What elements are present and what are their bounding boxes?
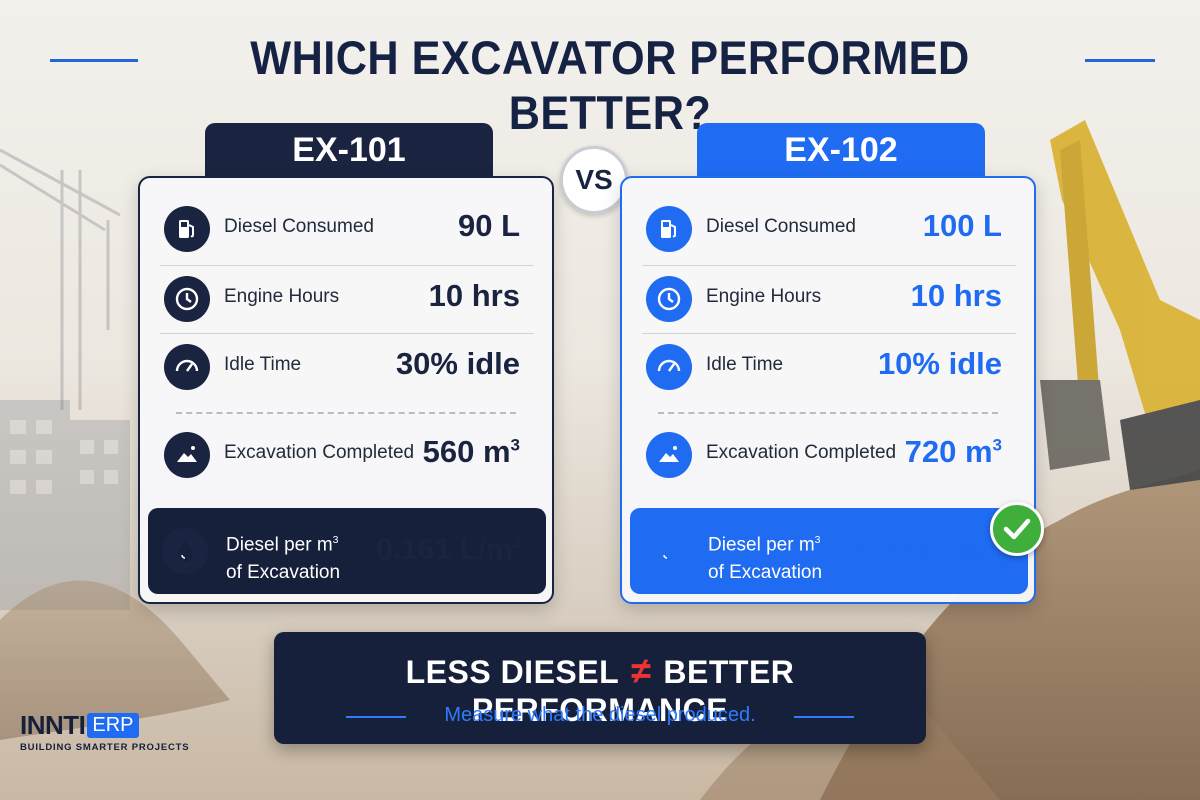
metric-label: Excavation Completed [706,442,897,463]
metric-value: 100 L [922,208,1002,243]
drop-icon [162,528,208,574]
metric-value: 30% idle [395,346,520,381]
logo-mark: INNTI [20,710,86,740]
fuel-pump-icon [164,206,210,252]
result-value: 0.139 L/m3 [858,533,1004,566]
title-rule-right [1085,59,1155,62]
metric-value: 90 L [457,208,520,243]
metric-label: Idle Time [706,354,784,375]
page-title: WHICH EXCAVATOR PERFORMED BETTER? [250,31,970,139]
clock-icon [164,276,210,322]
divider [642,265,1016,266]
machine-card-ex-101: Diesel Consumed 90 L Engine Hours 10 hrs… [138,176,554,604]
metric-value: 10 hrs [428,278,520,313]
metric-label: Engine Hours [706,286,822,307]
not-equal-icon: ≠ [631,650,652,691]
title-rule-left [50,59,138,62]
metric-value: 10% idle [877,346,1002,381]
metric-label: Diesel Consumed [224,216,374,237]
logo-badge: ERP [87,713,139,738]
logo-tagline: BUILDING SMARTER PROJECTS [20,742,190,753]
metric-engine-hours: Engine Hours 10 hrs [160,266,534,330]
result-label: Diesel per m3 of Excavation [226,534,341,584]
crane-silhouette [0,148,121,410]
gauge-icon [646,344,692,390]
drop-icon [644,528,690,574]
soil-pile-icon [646,432,692,478]
excavator-silhouette [1040,120,1200,490]
result-label: Diesel per m3 of Excavation [708,534,823,584]
metric-value: 10 hrs [910,278,1002,313]
title-row: WHICH EXCAVATOR PERFORMED BETTER? [0,30,1200,139]
divider [642,333,1016,334]
metric-label: Idle Time [224,354,302,375]
fuel-pump-icon [646,206,692,252]
metric-diesel-consumed: Diesel Consumed 100 L [642,196,1016,260]
metric-diesel-consumed: Diesel Consumed 90 L [160,196,534,260]
machine-tab-ex-102: EX-102 [697,123,985,178]
conclusion-banner: LESS DIESEL ≠ BETTER PERFORMANCE Measure w… [274,632,926,744]
banner-right-text: BETTER PERFORMANCE [471,654,795,728]
metric-label: Engine Hours [224,286,340,307]
metric-idle-time: Idle Time 10% idle [642,334,1016,398]
banner-headline: LESS DIESEL ≠ BETTER PERFORMANCE [274,650,926,729]
metric-idle-time: Idle Time 30% idle [160,334,534,398]
machine-tab-ex-101: EX-101 [205,123,493,178]
metric-label: Diesel Consumed [706,216,856,237]
dashed-divider [658,412,998,414]
brand-logo: INNTI ERP BUILDING SMARTER PROJECTS [20,710,200,760]
metric-excavation-completed: Excavation Completed 720 m3 [642,422,1016,486]
banner-left-text: LESS DIESEL [405,654,620,690]
dashed-divider [176,412,516,414]
soil-pile-icon [164,432,210,478]
divider [160,333,534,334]
gauge-icon [164,344,210,390]
banner-rule-left [346,716,406,718]
divider [160,265,534,266]
metric-value: 720 m3 [904,434,1002,469]
diesel-per-m3-result: Diesel per m3 of Excavation 0.161 L/m3 [148,508,546,594]
metric-excavation-completed: Excavation Completed 560 m3 [160,422,534,486]
metric-value: 560 m3 [422,434,520,469]
metric-label: Excavation Completed [224,442,415,463]
banner-subtitle: Measure what the diesel produced. [444,704,756,726]
machine-card-ex-102: Diesel Consumed 100 L Engine Hours 10 hr… [620,176,1036,604]
metric-engine-hours: Engine Hours 10 hrs [642,266,1016,330]
checkmark-icon [990,502,1044,556]
vs-badge: VS [560,146,628,214]
clock-icon [646,276,692,322]
result-value: 0.161 L/m3 [376,533,522,566]
banner-rule-right [794,716,854,718]
